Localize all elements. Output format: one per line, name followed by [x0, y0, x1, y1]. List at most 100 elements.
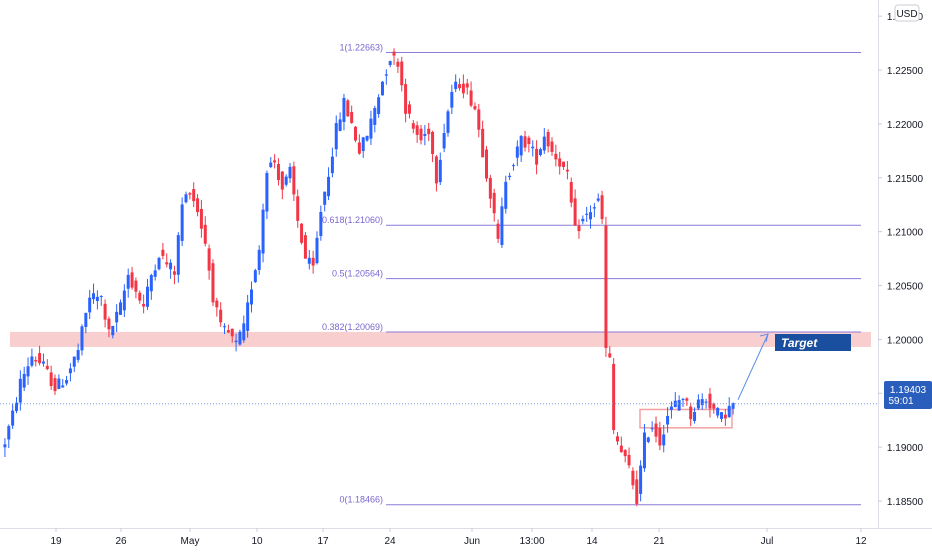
- candle-body: [57, 378, 61, 389]
- candle-body: [145, 286, 149, 307]
- target-label-box[interactable]: [775, 334, 851, 351]
- candle-body: [592, 207, 596, 209]
- candle-body: [130, 272, 134, 288]
- time-axis[interactable]: 19 26 May 10 17 24 Jun 13:00 14 21 Jul 12: [50, 528, 867, 547]
- candle-body: [61, 385, 65, 388]
- currency-badge: USD: [896, 9, 917, 20]
- candle-body: [369, 118, 373, 139]
- price-tick-label: 1.21500: [887, 174, 924, 185]
- candle-body: [338, 119, 342, 131]
- candle-body: [99, 295, 103, 297]
- time-tick-label: 21: [653, 536, 665, 547]
- candle-body: [53, 378, 57, 392]
- currency-badge-box[interactable]: [894, 4, 920, 22]
- candle-body: [292, 166, 296, 195]
- candle-body: [45, 365, 49, 370]
- candle-body: [396, 61, 400, 67]
- candle-body: [538, 149, 542, 155]
- candle-body: [103, 303, 107, 320]
- candle-body: [392, 51, 396, 56]
- candle-body: [253, 270, 257, 283]
- candle-body: [288, 166, 292, 179]
- candle-body: [296, 196, 300, 221]
- candle-body: [380, 81, 384, 96]
- candle-body: [199, 208, 203, 229]
- candle-body: [265, 172, 269, 212]
- fib-level-label: 0.5(1.20564): [332, 269, 383, 279]
- candle-body: [22, 373, 26, 388]
- candle-body: [88, 297, 92, 313]
- candle-body: [80, 326, 84, 351]
- candle-body: [242, 323, 246, 341]
- candle-body: [731, 402, 735, 409]
- time-tick-label: 10: [251, 536, 263, 547]
- candle-body: [546, 132, 550, 147]
- candle-body: [157, 257, 161, 270]
- candle-body: [65, 379, 69, 384]
- candle-body: [669, 406, 673, 410]
- candle-body: [203, 224, 207, 244]
- candle-body: [481, 128, 485, 158]
- candle-body: [585, 213, 589, 215]
- candle-body: [716, 407, 720, 416]
- candle-body: [373, 107, 377, 125]
- candle-body: [384, 74, 388, 76]
- candle-body: [261, 209, 265, 254]
- candle-body: [446, 111, 450, 133]
- candle-body: [365, 135, 369, 141]
- candle-body: [619, 445, 623, 453]
- candle-body: [589, 212, 593, 220]
- candle-body: [438, 159, 442, 183]
- candle-body: [230, 328, 234, 337]
- candle-body: [400, 61, 404, 86]
- candle-body: [342, 97, 346, 122]
- candle-body: [685, 398, 689, 401]
- candle-body: [415, 125, 419, 135]
- candle-body: [76, 350, 80, 360]
- candle-body: [550, 141, 554, 152]
- candle-body: [581, 218, 585, 222]
- candle-body: [176, 235, 180, 275]
- candle-body: [330, 156, 334, 174]
- candle-body: [461, 83, 465, 94]
- candle-body: [30, 356, 34, 366]
- target-arrow: [737, 333, 769, 400]
- candle-body: [126, 274, 130, 289]
- candle-body: [662, 434, 666, 446]
- candle-body: [434, 156, 438, 184]
- candle-body: [569, 182, 573, 203]
- time-tick-label: 14: [586, 536, 598, 547]
- candle-body: [207, 248, 211, 271]
- candle-body: [500, 206, 504, 245]
- candle-body: [107, 318, 111, 330]
- candle-body: [473, 106, 477, 110]
- fib-level-label: 0.382(1.20069): [322, 322, 383, 332]
- candle-body: [38, 353, 42, 364]
- candle-body: [95, 296, 99, 302]
- candle-body: [18, 378, 22, 403]
- candle-body: [276, 163, 280, 181]
- candle-body: [577, 225, 581, 232]
- price-axis[interactable]: 1.185001.190001.195001.200001.205001.210…: [878, 12, 924, 508]
- candle-body: [469, 90, 473, 106]
- candle-body: [3, 444, 7, 448]
- candle-body: [515, 146, 519, 158]
- candle-body: [238, 331, 242, 345]
- candle-body: [511, 165, 515, 167]
- fibonacci-layer: 1(1.22663) 0.618(1.21060) 0.5(1.20564) 0.38…: [322, 42, 861, 506]
- time-tick-label: Jul: [761, 536, 774, 547]
- candle-body: [411, 123, 415, 129]
- candle-body: [596, 198, 600, 201]
- candle-body: [704, 401, 708, 403]
- candle-body: [41, 361, 45, 364]
- price-tick-label: 1.18500: [887, 497, 924, 508]
- candle-body: [161, 249, 165, 256]
- time-tick-label: 13:00: [519, 536, 544, 547]
- candle-body: [11, 410, 15, 426]
- candle-body: [419, 128, 423, 141]
- candle-body: [361, 137, 365, 152]
- price-tick-label: 1.22000: [887, 120, 924, 131]
- support-box: [639, 408, 733, 429]
